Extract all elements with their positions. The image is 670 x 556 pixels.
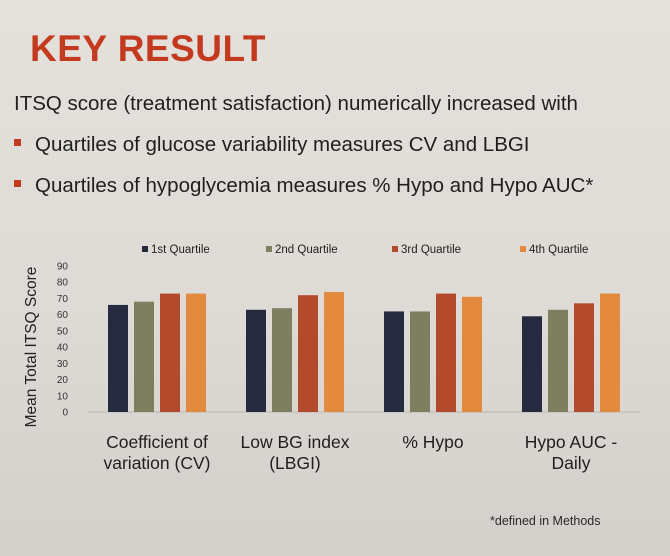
legend-swatch [520,246,526,252]
x-category-label: % Hypo [402,432,463,452]
y-tick-label: 90 [57,262,69,273]
legend-swatch [142,246,148,252]
y-tick-label: 50 [57,326,69,337]
y-tick-label: 80 [57,278,69,289]
bar [574,303,594,412]
bullet-square-icon [14,139,21,147]
bar [246,309,266,412]
y-tick-label: 10 [57,391,69,402]
x-category-label: Daily [552,453,591,473]
legend-label: 1st Quartile [151,244,210,256]
bar [298,295,318,412]
bar [384,311,404,412]
y-axis-label: Mean Total ITSQ Score [23,267,40,428]
x-category-label: Hypo AUC - [525,432,618,452]
bar [410,311,430,412]
bar [324,291,344,412]
bar [600,293,620,412]
bar-chart: Mean Total ITSQ Score 0 10 20 30 40 50 60 70 80 90… [23,244,640,473]
x-category-label: Coefficient of [106,432,208,452]
bar [134,301,154,412]
bar [462,296,482,412]
legend-label: 4th Quartile [529,244,588,256]
slide-title: KEY RESULT [30,28,266,69]
y-tick-label: 20 [57,375,69,386]
bullet-square-icon [14,180,21,188]
bar [272,308,292,412]
legend-label: 2nd Quartile [275,244,338,256]
bar [160,293,180,412]
y-tick-label: 60 [57,310,69,321]
intro-text: ITSQ score (treatment satisfaction) nume… [14,92,578,115]
y-tick-label: 0 [62,408,68,419]
bullet-item-1: Quartiles of glucose variability measure… [14,133,530,157]
legend-label: 3rd Quartile [401,244,461,256]
legend-swatch [392,246,398,252]
bullet-text-2: Quartiles of hypoglycemia measures % Hyp… [35,174,594,197]
bar [436,293,456,412]
bar [108,304,128,412]
x-category-label: (LBGI) [269,453,321,473]
y-tick-label: 40 [57,343,69,354]
x-category-label: variation (CV) [104,453,211,473]
y-tick-label: 70 [57,294,69,305]
footnote: *defined in Methods [490,514,601,528]
y-tick-label: 30 [57,359,69,370]
bullet-item-2: Quartiles of hypoglycemia measures % Hyp… [14,174,593,198]
bullet-text-1: Quartiles of glucose variability measure… [35,133,530,156]
bar [548,309,568,412]
legend-swatch [266,246,272,252]
x-category-label: Low BG index [241,432,350,452]
bar [522,316,542,412]
bar [186,293,206,412]
